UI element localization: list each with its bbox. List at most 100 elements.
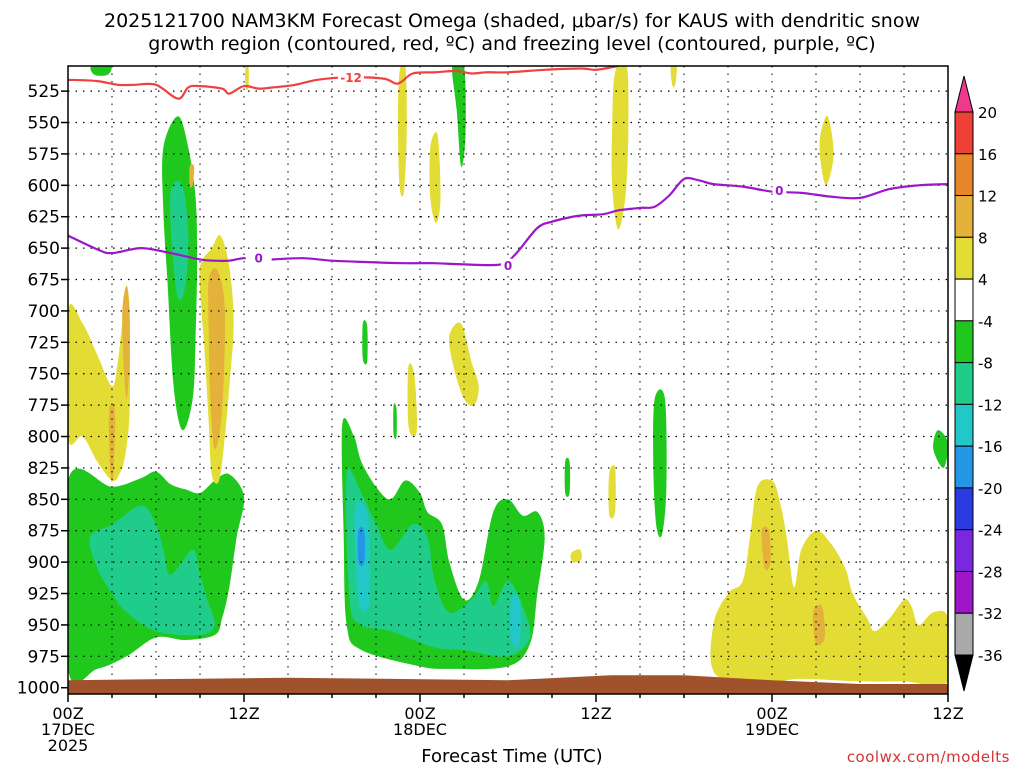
colorbar-bottom-arrow xyxy=(954,654,974,692)
omega-region--8 xyxy=(345,468,531,657)
omega-region-4 xyxy=(608,465,616,519)
x-tick-label: 17DEC xyxy=(41,720,95,739)
x-tick-label: 00Z xyxy=(52,704,83,723)
colorbar-swatch xyxy=(954,612,974,656)
omega-shading xyxy=(68,66,948,687)
omega-region--4 xyxy=(933,430,948,468)
x-axis-label: Forecast Time (UTC) xyxy=(421,746,603,767)
colorbar-swatch xyxy=(954,111,974,155)
colorbar-label: -16 xyxy=(978,438,1003,456)
x-tick-label: 18DEC xyxy=(393,720,447,739)
colorbar-swatch xyxy=(954,362,974,405)
omega-region-8 xyxy=(189,164,195,188)
omega-region-8 xyxy=(208,268,226,450)
colorbar-swatch xyxy=(954,445,974,489)
freezing-label-bg xyxy=(772,183,787,198)
omega-region--16 xyxy=(357,526,365,567)
colorbar-swatch xyxy=(954,487,974,531)
x-tick-label: 12Z xyxy=(580,704,611,723)
omega-region-4 xyxy=(710,479,948,687)
colorbar-label: -28 xyxy=(978,563,1003,581)
omega-region-8 xyxy=(122,285,130,399)
y-tick-label: 575 xyxy=(28,145,60,165)
y-tick-label: 875 xyxy=(28,522,60,542)
colorbar-swatch xyxy=(954,570,974,614)
dendritic-contour xyxy=(68,66,619,100)
omega-region-4 xyxy=(449,322,479,406)
freezing-label-bg xyxy=(501,258,515,273)
omega-region--12 xyxy=(509,594,521,648)
colorbar-label: -20 xyxy=(978,480,1003,498)
colorbar-label: 8 xyxy=(978,229,988,247)
omega-region--8 xyxy=(89,505,215,636)
terrain-fill xyxy=(68,675,948,694)
omega-region-4 xyxy=(570,549,582,563)
colorbar-swatch xyxy=(954,278,974,322)
omega-region-4 xyxy=(819,115,834,186)
colorbar-label: -32 xyxy=(978,605,1003,623)
credit-link[interactable]: coolwx.com/modelts xyxy=(846,748,1010,766)
x-tick-label: 19DEC xyxy=(745,720,799,739)
colorbar-label: -36 xyxy=(978,647,1003,665)
y-tick-label: 950 xyxy=(28,616,60,636)
colorbar-label: -8 xyxy=(978,355,993,373)
y-tick-label: 525 xyxy=(28,82,60,102)
x-tick-label: 00Z xyxy=(756,704,787,723)
colorbar-label: 4 xyxy=(978,271,988,289)
omega-region--4 xyxy=(452,66,466,168)
colorbar: 20 16 12 8 4 -4 -8 -12 -16 -20 -24 -28 -32 -36 xyxy=(954,75,1003,692)
omega-region-4 xyxy=(407,363,418,437)
omega-region-4 xyxy=(670,66,677,88)
dendritic-label-bg xyxy=(338,70,365,85)
y-tick-label: 825 xyxy=(28,459,60,479)
omega-region--4 xyxy=(564,457,571,497)
omega-region-4 xyxy=(429,132,441,223)
freezing-contour-label: 0 xyxy=(254,252,262,266)
colorbar-swatch xyxy=(954,153,974,197)
colorbar-swatch xyxy=(954,195,974,238)
colorbar-label: 16 xyxy=(978,146,997,164)
x-tick-label: 00Z xyxy=(404,704,435,723)
y-tick-label: 625 xyxy=(28,208,60,228)
y-tick-label: 675 xyxy=(28,271,60,291)
dendritic-contour-label: -12 xyxy=(340,71,362,85)
freezing-contour-label: 0 xyxy=(504,259,512,273)
y-tick-label: 550 xyxy=(28,114,60,134)
colorbar-label: 12 xyxy=(978,188,997,206)
colorbar-top-arrow xyxy=(954,75,974,113)
freezing-contour-label: 0 xyxy=(775,184,783,198)
y-tick-label: 600 xyxy=(28,176,60,196)
colorbar-label: -12 xyxy=(978,396,1003,414)
y-tick-label: 725 xyxy=(28,333,60,353)
y-tick-label: 925 xyxy=(28,585,60,605)
omega-region-4 xyxy=(611,66,629,230)
omega-region--4 xyxy=(393,403,397,439)
terrain xyxy=(68,675,948,694)
y-tick-label: 900 xyxy=(28,553,60,573)
omega-region-4 xyxy=(398,66,407,197)
x-tick-label: 2025 xyxy=(48,736,89,755)
chart-title-line1: 2025121700 NAM3KM Forecast Omega (shaded… xyxy=(104,10,920,32)
colorbar-label: -4 xyxy=(978,313,993,331)
y-tick-label: 975 xyxy=(28,647,60,667)
omega-region--8 xyxy=(170,181,189,301)
colorbar-label: -24 xyxy=(978,522,1003,540)
omega-region--4 xyxy=(653,389,667,538)
x-tick-label: 12Z xyxy=(228,704,259,723)
y-tick-label: 1000 xyxy=(17,679,60,699)
y-tick-label: 800 xyxy=(28,428,60,448)
y-tick-label: 650 xyxy=(28,239,60,259)
freezing-contour xyxy=(68,176,948,267)
x-tick-label: 12Z xyxy=(932,704,963,723)
y-tick-label: 700 xyxy=(28,302,60,322)
colorbar-label: 20 xyxy=(978,104,997,122)
omega-region-8 xyxy=(761,526,771,571)
contour-lines: -12 0 0 0 xyxy=(68,66,948,273)
colorbar-swatch xyxy=(954,403,974,447)
freezing-label-bg xyxy=(245,251,272,266)
y-axis: 525 550 575 600 625 650 675 700 725 750 775 800 825 8… xyxy=(17,82,68,699)
omega-region--4 xyxy=(362,320,368,365)
omega-region-4 xyxy=(245,66,249,91)
